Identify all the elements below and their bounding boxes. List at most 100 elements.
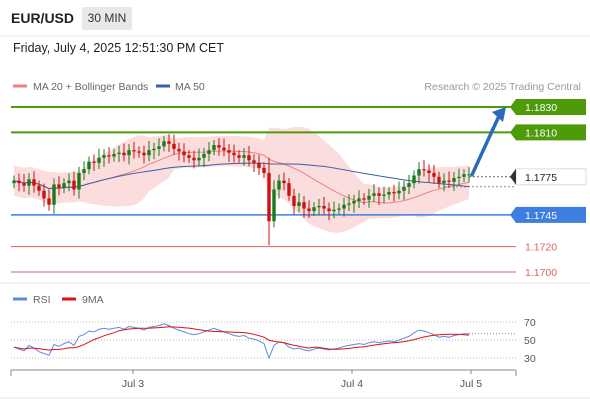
x-tick-label: Jul 3	[122, 378, 144, 390]
candle-body	[352, 200, 356, 204]
candle-body	[92, 161, 96, 163]
candle-body	[27, 179, 31, 186]
timeframe-button[interactable]: 30 MIN	[82, 7, 132, 30]
candle-body	[187, 155, 191, 158]
level-label-text: 1.1745	[525, 210, 557, 222]
candle-body	[332, 209, 336, 212]
candle-body	[357, 198, 361, 201]
candle-body	[122, 152, 126, 156]
candle-body	[407, 183, 411, 187]
x-axis-ticks: Jul 3 Jul 4 Jul 5	[10, 370, 517, 390]
candle-body	[322, 206, 326, 209]
candle-body	[342, 204, 346, 209]
candle-body	[142, 152, 146, 156]
candle-body	[402, 186, 406, 191]
forecast-arrow	[470, 107, 506, 177]
candle-body	[437, 176, 441, 184]
candle-body	[47, 198, 51, 205]
candle-body	[257, 162, 261, 168]
oscillator-panel: 70 50 30	[11, 317, 536, 365]
level-label-text: 1.1775	[525, 172, 557, 184]
candle-body	[387, 192, 391, 195]
level-label-box	[516, 124, 586, 141]
candle-body	[97, 157, 101, 163]
candle-body	[307, 208, 311, 212]
candle-body	[262, 167, 266, 173]
candle-body	[152, 148, 156, 151]
candle-body	[217, 145, 221, 148]
candle-body	[202, 153, 206, 158]
candle-body	[412, 175, 416, 184]
candle-body	[287, 183, 291, 196]
candle-body	[297, 202, 301, 206]
candle-body	[22, 183, 26, 186]
candle-body	[197, 157, 201, 161]
candle-body	[272, 189, 276, 222]
candle-body	[267, 173, 271, 222]
candle-body	[317, 206, 321, 208]
candle-body	[212, 145, 216, 151]
osc-tick-label: 70	[524, 317, 536, 329]
rsi-ma-legend-label: 9MA	[82, 294, 104, 306]
candle-body	[292, 195, 296, 206]
chart-header: EUR/USD 30 MIN	[0, 0, 590, 36]
candle-body	[82, 169, 86, 173]
candle-body	[87, 161, 91, 170]
rsi-line	[13, 323, 469, 360]
candle-body	[432, 173, 436, 177]
candle-body	[207, 150, 211, 154]
candle-body	[57, 184, 61, 189]
x-tick-label: Jul 4	[341, 378, 363, 390]
moving-averages	[13, 150, 470, 204]
candle-body	[392, 192, 396, 194]
candle-body	[127, 150, 131, 156]
candle-body	[67, 180, 71, 184]
candle-body	[397, 190, 401, 194]
candle-body	[252, 160, 256, 163]
candle-body	[302, 202, 306, 209]
candle-body	[192, 157, 196, 161]
candle-body	[457, 176, 461, 179]
osc-tick-label: 50	[524, 335, 536, 347]
price-level-labels: 1.1830 1.1810 1.1775 1.1745 1.1720 1.1700	[510, 99, 587, 279]
candle-body	[182, 151, 186, 156]
bollinger-band	[14, 126, 469, 233]
candle-body	[447, 180, 451, 182]
rsi-legend-label: RSI	[33, 294, 51, 306]
candle-body	[312, 207, 316, 212]
copyright-label: Research © 2025 Trading Central	[424, 81, 581, 93]
candle-body	[117, 152, 121, 154]
candle-body	[72, 180, 76, 190]
candle-body	[462, 174, 466, 177]
candle-body	[177, 148, 181, 152]
candle-body	[172, 143, 176, 149]
candle-body	[112, 153, 116, 157]
candle-body	[42, 190, 46, 199]
candle-body	[232, 152, 236, 156]
candle-body	[237, 155, 241, 158]
bollinger-band-area	[14, 126, 469, 233]
candle-body	[242, 155, 246, 158]
candle-body	[417, 169, 421, 176]
candle-body	[32, 179, 36, 186]
candle-body	[377, 193, 381, 196]
candle-body	[427, 170, 431, 173]
candle-body	[147, 150, 151, 156]
ma20-legend-label: MA 20 + Bollinger Bands	[33, 81, 148, 93]
candle-body	[107, 155, 111, 157]
level-label-box	[516, 99, 586, 115]
candle-body	[222, 147, 226, 151]
forecast-arrow-head	[492, 107, 506, 122]
datetime-label: Friday, July 4, 2025 12:51:30 PM CET	[13, 41, 224, 55]
candle-body	[382, 194, 386, 196]
candle-body	[337, 208, 341, 210]
level-label-pointer	[510, 124, 516, 141]
price-levels	[11, 106, 516, 273]
candle-body	[157, 146, 161, 149]
candle-body	[52, 184, 56, 205]
candle-body	[282, 180, 286, 184]
level-label-text: 1.1720	[525, 242, 557, 254]
candle-body	[277, 180, 281, 190]
candle-body	[132, 150, 136, 152]
x-tick-label: Jul 5	[460, 378, 482, 390]
